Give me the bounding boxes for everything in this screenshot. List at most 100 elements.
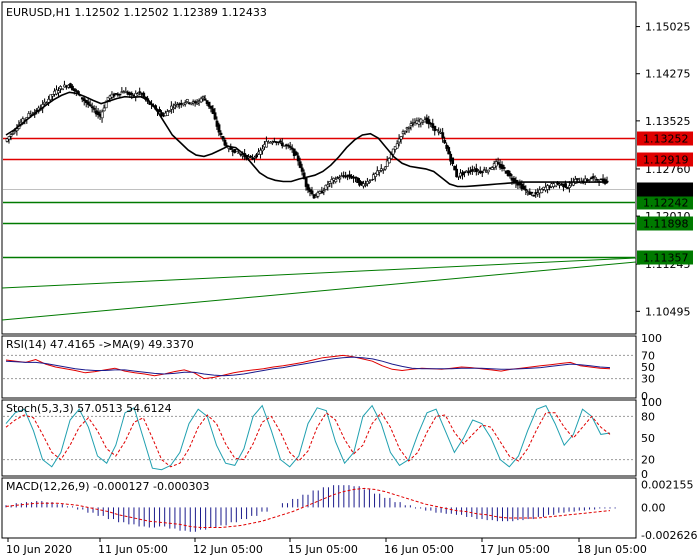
macd-header: MACD(12,26,9) -0.000127 -0.000303 [6,480,209,493]
candle-body [130,93,134,95]
candle-body [286,144,290,147]
macd-tick-label: 0.002155 [641,479,694,492]
candle-body [259,149,262,155]
candle-body [334,179,338,183]
candle-body [176,104,179,108]
price-tick-label: 1.15025 [645,21,691,34]
candle-body [84,100,88,104]
candle-body [322,190,326,193]
candle-body [364,184,367,186]
candle-body [435,129,439,131]
price-tick-label: 1.13525 [645,115,691,128]
candle-body [316,192,320,197]
ma-line [5,91,608,188]
candle-body [451,157,455,165]
candle-body [532,194,536,197]
candle-body [455,168,459,178]
candle-body [51,94,55,97]
candle-body [306,184,310,191]
candle-body [522,185,526,190]
candle-body [298,161,302,168]
candle-body [314,195,318,198]
candle-body [172,107,175,110]
time-tick-label: 10 Jun 2020 [6,543,72,556]
candle-body [300,167,304,172]
rsi-tick-label: 30 [641,373,655,386]
candle-body [82,98,86,102]
candle-body [223,139,227,146]
candle-body [376,170,379,175]
candle-body [391,148,395,155]
trendline-lower [1,261,637,321]
candle-body [344,175,348,178]
candle-body [465,170,468,173]
price-panel[interactable] [1,1,637,335]
main-header: EURUSD,H1 1.12502 1.12502 1.12389 1.1243… [6,6,267,19]
time-tick-label: 17 Jun 05:00 [480,543,550,556]
time-tick-label: 15 Jun 05:00 [288,543,358,556]
candle-body [568,185,571,189]
candle-body [576,178,579,180]
macd-panel[interactable] [1,477,637,539]
candle-body [453,165,457,171]
rsi-tick-label: 70 [641,349,655,362]
stoch-panel[interactable] [1,399,637,477]
candle-body [554,185,558,188]
candle-body [374,173,377,177]
price-axis: 1.150251.142751.135251.127601.120101.112… [636,21,693,318]
candle-body [183,102,187,105]
candle-body [296,155,300,162]
rsi-tick-label: 50 [641,361,655,374]
candle-body [330,179,334,184]
candle-body [9,134,13,137]
candle-body [475,168,478,172]
candle-body [413,122,417,126]
moving-average [5,91,608,188]
candle-body [11,133,15,135]
current-price-label: 1.12433 [643,183,689,196]
candle-body [61,88,64,91]
candle-body [92,108,96,110]
candle-body [209,105,213,109]
trend-lines [1,257,637,321]
candle-body [229,147,233,150]
candle-body [486,169,490,173]
time-tick-label: 16 Jun 05:00 [384,543,454,556]
candle-body [211,108,215,114]
candle-body [217,124,221,133]
candle-body [566,187,569,189]
stoch-tick-label: 0 [641,468,648,481]
candle-body [235,149,239,152]
stoch-k-line [5,404,611,471]
candle-body [102,107,106,112]
candle-body [160,112,163,116]
candle-body [239,153,243,156]
candle-body [237,152,241,154]
candle-body [88,104,92,106]
candle-body [69,83,72,89]
candle-body [589,177,593,180]
candle-body [372,174,375,180]
candle-body [302,172,306,180]
candle-body [201,96,205,99]
level-tag [637,152,693,167]
candle-body [213,112,217,120]
level-tag-label: 1.12919 [643,154,689,167]
candle-body [409,123,413,126]
rsi-ma-line [5,356,611,377]
time-tick-label: 11 Jun 05:00 [98,543,168,556]
candle-body [136,93,140,96]
candle-body [203,98,207,101]
candle-body [496,162,500,164]
candle-body [251,157,255,160]
candle-body [595,178,599,181]
time-axis: 10 Jun 2020 11 Jun 05:00 12 Jun 05:00 15 Ju… [6,538,647,556]
candle-body [288,146,292,148]
candle-body [310,190,314,195]
candle-body [219,132,223,135]
current-price-tag [637,182,693,197]
stoch-tick-label: 20 [641,454,655,467]
candle-body [195,102,199,105]
candle-body [587,179,591,181]
